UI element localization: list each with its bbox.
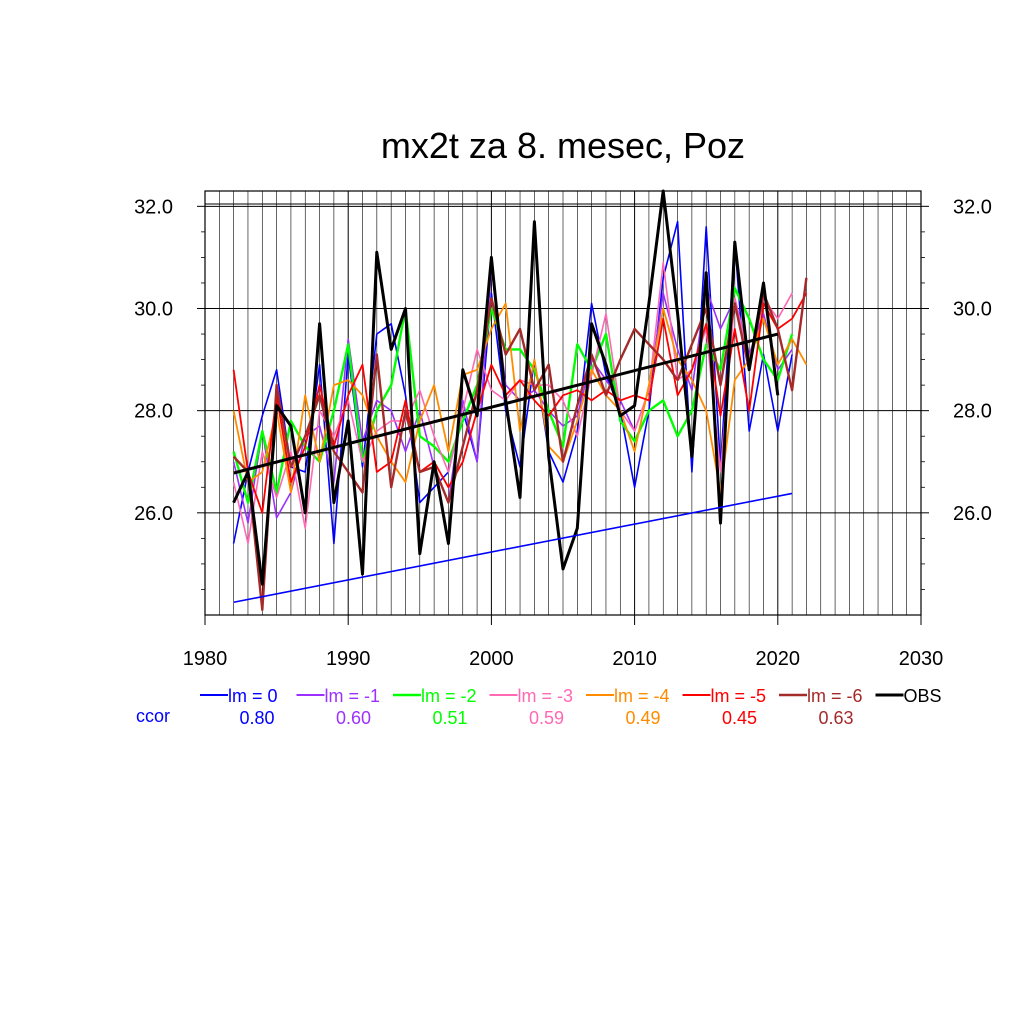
x-tick-label: 1980 (183, 648, 228, 670)
series-line (232, 266, 793, 524)
y-tick-label-left: 26.0 (134, 503, 173, 525)
y-tick-label-right: 26.0 (953, 503, 992, 525)
ccor-label: ccor (136, 706, 170, 726)
y-tick-label-right: 30.0 (953, 298, 992, 320)
x-tick-label: 2020 (756, 648, 801, 670)
frame-layer: 1980 1990 2000 2010 2020 2030 26.0 26.0 28.0 28.0… (134, 190, 992, 670)
ccor-value: 0.59 (529, 708, 564, 728)
ccor-value: 0.60 (336, 708, 371, 728)
legend-label: lm = -6 (807, 686, 863, 706)
x-tick-label: 2000 (469, 648, 514, 670)
ccor-value: 0.45 (722, 708, 757, 728)
x-tick-label: 2010 (612, 648, 657, 670)
trend-line (233, 332, 779, 475)
legend-label: OBS (904, 686, 942, 706)
legend-label: lm = -2 (421, 686, 477, 706)
x-tick-label: 2030 (899, 648, 944, 670)
y-tick-label-left: 28.0 (134, 401, 173, 423)
ccor-value: 0.80 (239, 708, 274, 728)
legend-label: lm = -1 (325, 686, 381, 706)
legend-label: lm = -4 (614, 686, 670, 706)
y-tick-label-left: 32.0 (134, 196, 173, 218)
series-layer (232, 189, 808, 612)
plot-frame (204, 190, 922, 616)
y-tick-label-left: 30.0 (134, 298, 173, 320)
legend-label: lm = -3 (518, 686, 574, 706)
ccor-value: 0.63 (818, 708, 853, 728)
legend-label: lm = -5 (711, 686, 767, 706)
series-line (232, 220, 793, 545)
ccor-value: 0.51 (432, 708, 467, 728)
ccor-value: 0.49 (625, 708, 660, 728)
trend-line (233, 492, 793, 604)
y-tick-label-right: 28.0 (953, 401, 992, 423)
legend-label: lm = 0 (228, 686, 278, 706)
series-line (232, 189, 780, 586)
chart-title: mx2t za 8. mesec, Poz (381, 125, 745, 166)
y-tick-label-right: 32.0 (953, 196, 992, 218)
series-line (232, 302, 808, 494)
x-tick-label: 1990 (326, 648, 371, 670)
